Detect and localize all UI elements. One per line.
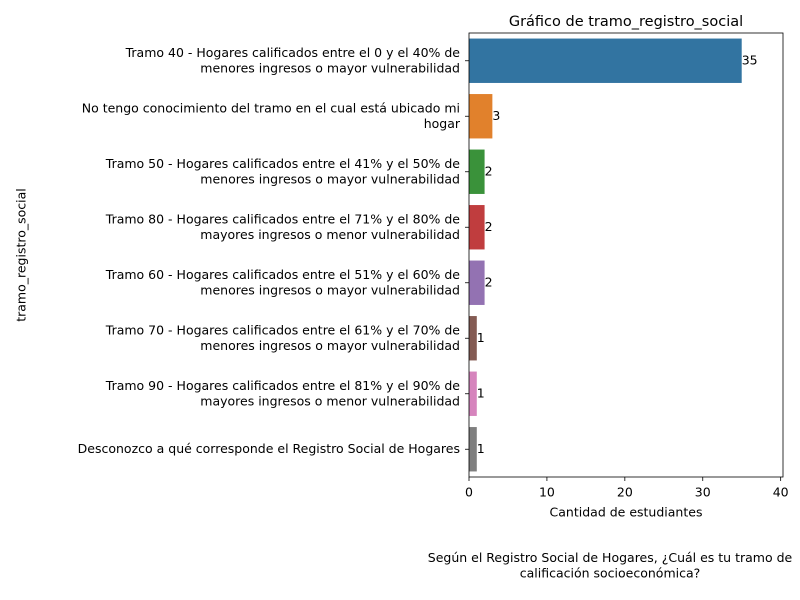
value-label: 2 xyxy=(485,219,493,234)
x-tick-label: 20 xyxy=(617,485,633,500)
value-label: 1 xyxy=(477,441,485,456)
y-tick-label: Tramo 50 - Hogares calificados entre el … xyxy=(105,156,461,187)
bar xyxy=(469,38,742,83)
value-label: 1 xyxy=(477,330,485,345)
y-tick-label: Tramo 60 - Hogares calificados entre el … xyxy=(105,267,461,298)
bar xyxy=(469,316,477,361)
x-tick-label: 30 xyxy=(695,485,711,500)
bar xyxy=(469,371,477,416)
bar xyxy=(469,94,493,139)
x-axis-label: Cantidad de estudiantes xyxy=(550,505,703,520)
x-tick-label: 40 xyxy=(773,485,789,500)
y-tick-label: No tengo conocimiento del tramo en el cu… xyxy=(82,100,461,131)
y-axis-label: tramo_registro_social xyxy=(14,188,29,322)
y-tick-label: Tramo 70 - Hogares calificados entre el … xyxy=(105,322,461,353)
y-tick-label: Tramo 80 - Hogares calificados entre el … xyxy=(105,211,461,242)
y-tick-label: Desconozco a qué corresponde el Registro… xyxy=(78,441,460,456)
caption: Según el Registro Social de Hogares, ¿Cu… xyxy=(428,550,793,581)
x-tick-label: 10 xyxy=(539,485,555,500)
x-tick-label: 0 xyxy=(465,485,473,500)
bar xyxy=(469,149,485,194)
chart-title: Gráfico de tramo_registro_social xyxy=(509,14,743,30)
value-label: 1 xyxy=(477,385,485,400)
value-label: 35 xyxy=(742,52,758,67)
bar xyxy=(469,260,485,305)
y-tick-label: Tramo 90 - Hogares calificados entre el … xyxy=(105,378,461,409)
y-tick-label: Tramo 40 - Hogares calificados entre el … xyxy=(125,45,461,76)
bar xyxy=(469,205,485,250)
value-label: 2 xyxy=(485,274,493,289)
axes-frame xyxy=(468,32,784,478)
value-label: 3 xyxy=(492,108,500,123)
bar xyxy=(469,427,477,472)
value-label: 2 xyxy=(485,163,493,178)
